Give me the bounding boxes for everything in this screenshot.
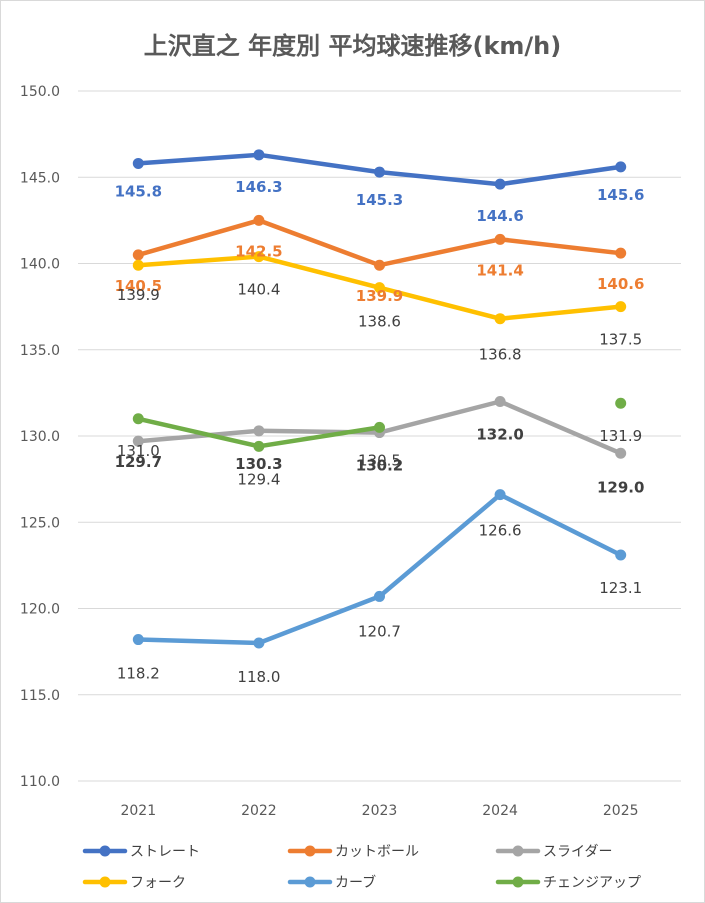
data-point — [374, 259, 385, 271]
x-tick-label: 2022 — [241, 803, 277, 819]
legend-label: スライダー — [543, 844, 612, 860]
data-point — [132, 249, 144, 261]
data-label: 139.9 — [356, 287, 403, 305]
data-label: 140.5 — [115, 277, 162, 295]
data-label: 145.8 — [115, 182, 162, 200]
data-label: 140.4 — [237, 281, 280, 299]
data-label: 126.6 — [479, 522, 522, 540]
y-tick-label: 120.0 — [20, 602, 60, 618]
data-label: 142.5 — [235, 242, 282, 260]
legend-swatch-marker — [99, 876, 111, 888]
data-point — [253, 637, 265, 649]
data-point — [253, 425, 265, 437]
y-tick-label: 150.0 — [20, 84, 60, 100]
data-label: 138.6 — [358, 313, 401, 331]
data-label: 130.3 — [235, 455, 282, 473]
legend-label: カットボール — [335, 844, 419, 860]
data-point — [374, 166, 385, 178]
data-point — [615, 301, 627, 313]
data-point — [494, 489, 506, 501]
data-label: 118.0 — [237, 668, 280, 686]
data-point — [374, 590, 385, 602]
data-point — [494, 178, 506, 190]
data-point — [132, 435, 144, 447]
data-point — [374, 421, 385, 433]
y-tick-label: 135.0 — [20, 343, 60, 359]
data-point — [132, 157, 144, 169]
data-point — [494, 233, 506, 245]
y-tick-label: 140.0 — [20, 257, 60, 273]
y-tick-label: 145.0 — [20, 170, 60, 186]
data-label: 146.3 — [235, 178, 282, 196]
legend-label: カーブ — [335, 874, 376, 891]
x-tick-label: 2023 — [362, 803, 398, 819]
series-line — [136, 492, 623, 646]
data-point — [615, 397, 627, 409]
data-label: 139.9 — [117, 286, 160, 304]
data-point — [132, 259, 144, 271]
y-tick-label: 130.0 — [20, 429, 60, 445]
data-label: 130.2 — [356, 457, 403, 475]
data-label: 131.0 — [117, 442, 160, 460]
chart-title: 上沢直之 年度別 平均球速推移(km/h) — [143, 32, 562, 60]
data-label: 145.3 — [356, 191, 403, 209]
legend-label: チェンジアップ — [543, 875, 641, 891]
data-point — [253, 251, 265, 263]
data-label: 141.4 — [476, 261, 523, 279]
x-axis-ticks: 2021 2022 2023 2024 2025 — [120, 803, 638, 819]
data-point — [615, 447, 627, 459]
x-tick-label: 2021 — [120, 803, 156, 819]
data-label: 144.6 — [476, 207, 523, 225]
data-point — [494, 396, 506, 407]
data-label: 131.9 — [599, 427, 642, 445]
data-label: 118.2 — [117, 665, 160, 683]
data-point — [374, 282, 385, 294]
y-tick-label: 115.0 — [20, 688, 60, 704]
data-point — [615, 549, 627, 561]
legend-label: フォーク — [130, 875, 186, 891]
data-label: 129.7 — [115, 453, 162, 471]
data-label: 120.7 — [358, 622, 401, 640]
data-labels: 145.8 146.3 145.3 144.6 145.6 140.5 142.5 139.9… — [115, 178, 645, 686]
data-point — [132, 634, 144, 646]
x-tick-label: 2025 — [603, 803, 639, 819]
data-point — [615, 161, 627, 173]
legend-swatch-marker — [512, 845, 524, 857]
legend-swatch-marker — [512, 876, 524, 888]
data-label: 130.5 — [358, 451, 401, 469]
legend-swatch-marker — [99, 845, 111, 857]
data-label: 136.8 — [479, 346, 522, 364]
y-axis-ticks: 150.0 145.0 140.0 135.0 130.0 125.0 120.0 115.0… — [20, 84, 60, 790]
series-lines — [132, 149, 627, 649]
data-label: 137.5 — [599, 331, 642, 349]
data-label: 129.0 — [597, 478, 644, 496]
data-label: 132.0 — [476, 426, 523, 444]
data-label: 123.1 — [599, 579, 642, 597]
data-point — [132, 413, 144, 425]
y-tick-label: 125.0 — [20, 515, 60, 531]
data-point — [253, 440, 265, 452]
x-tick-label: 2024 — [482, 803, 518, 819]
data-label: 140.6 — [597, 275, 644, 293]
data-label: 145.6 — [597, 186, 644, 204]
legend-swatch-marker — [304, 845, 316, 857]
data-point — [494, 313, 506, 325]
data-label: 129.4 — [237, 470, 280, 488]
data-point — [253, 149, 265, 161]
legend-label: ストレート — [130, 844, 200, 860]
data-point — [253, 214, 265, 226]
y-tick-label: 110.0 — [20, 774, 60, 790]
data-point — [615, 247, 627, 259]
legend-swatch-marker — [304, 876, 316, 888]
